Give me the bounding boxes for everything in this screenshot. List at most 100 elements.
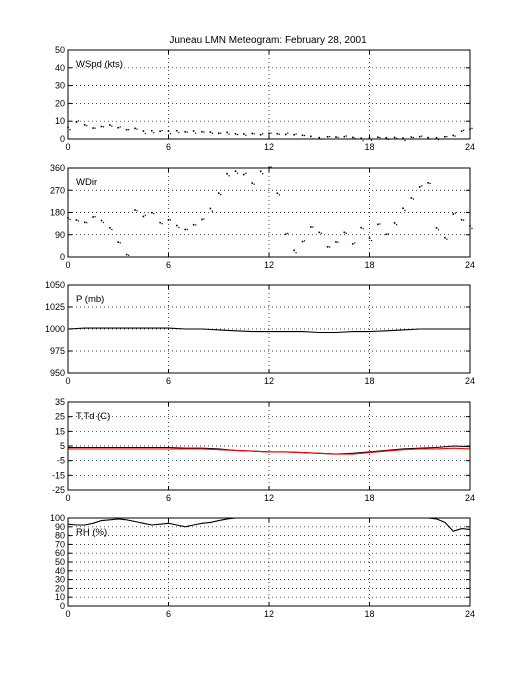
data-point — [343, 231, 346, 234]
data-point-jitter — [278, 194, 280, 196]
x-tick-label: 12 — [264, 493, 274, 503]
data-point-jitter — [136, 128, 138, 130]
data-point — [452, 213, 455, 215]
data-point-jitter — [446, 135, 448, 138]
y-tick-label: 0 — [60, 252, 65, 262]
data-point — [251, 132, 254, 135]
data-point — [184, 130, 187, 133]
data-point-jitter — [119, 242, 121, 244]
data-point-jitter — [404, 209, 406, 211]
data-point-jitter — [287, 232, 289, 234]
data-point — [234, 170, 237, 172]
data-point — [117, 241, 120, 243]
figure-title: Juneau LMN Meteogram: February 28, 2001 — [169, 35, 367, 46]
data-point — [184, 228, 187, 231]
y-tick-label: 20 — [55, 583, 65, 593]
data-point-jitter — [362, 140, 364, 142]
data-point — [192, 223, 195, 226]
panel-label: P (mb) — [76, 294, 104, 305]
data-point-jitter — [169, 219, 172, 221]
data-point — [150, 211, 153, 214]
data-point-jitter — [161, 223, 163, 225]
panel-3: 0 6 12 18 24 -25 -15 -5 5 15 25 35 T,Td (C) — [52, 397, 475, 503]
data-point-jitter — [379, 137, 381, 139]
panel-label: T,Td (C) — [76, 411, 110, 422]
data-point-jitter — [354, 242, 356, 244]
data-point-jitter — [144, 132, 146, 135]
data-point-jitter — [370, 139, 373, 141]
y-tick-label: 975 — [50, 346, 65, 356]
data-point-jitter — [144, 214, 146, 216]
y-tick-label: 950 — [50, 368, 65, 378]
data-point-jitter — [262, 173, 264, 175]
y-tick-label: 10 — [55, 592, 65, 602]
data-point-jitter — [262, 133, 264, 135]
y-tick-label: 0 — [60, 134, 65, 144]
data-point-jitter — [278, 133, 280, 135]
y-tick-label: 50 — [55, 557, 65, 567]
data-point-jitter — [195, 224, 197, 226]
data-point-jitter — [312, 226, 314, 228]
data-point-jitter — [396, 137, 398, 139]
data-point-jitter — [186, 131, 188, 133]
data-point — [335, 136, 337, 138]
x-tick-label: 0 — [65, 142, 70, 152]
data-point — [318, 136, 321, 139]
data-point-jitter — [253, 133, 255, 135]
data-point-jitter — [228, 133, 230, 135]
data-point — [326, 135, 329, 138]
y-tick-label: 15 — [55, 426, 65, 436]
data-point-jitter — [463, 219, 465, 221]
data-point — [360, 226, 362, 229]
data-point — [293, 133, 295, 136]
data-point — [368, 237, 371, 239]
x-tick-label: 0 — [65, 493, 70, 503]
data-point — [142, 215, 145, 218]
data-point-jitter — [354, 137, 356, 139]
data-point — [100, 125, 103, 128]
data-point-jitter — [86, 125, 88, 127]
panel-0: 0 6 12 18 24 0 10 20 30 40 50 WSpd (kts) — [55, 45, 475, 152]
data-point-jitter — [421, 185, 423, 187]
data-point — [427, 182, 429, 184]
data-point — [293, 249, 295, 252]
data-point-jitter — [320, 232, 322, 234]
data-point-jitter — [345, 232, 347, 234]
x-tick-label: 18 — [364, 260, 374, 270]
y-tick-label: 180 — [50, 208, 65, 218]
data-point-jitter — [387, 233, 389, 235]
data-point — [75, 219, 78, 221]
y-tick-label: -15 — [52, 470, 65, 480]
data-point — [284, 233, 287, 235]
data-point-jitter — [178, 226, 180, 229]
data-point — [276, 132, 279, 135]
data-point — [176, 129, 178, 132]
data-point-jitter — [463, 129, 465, 131]
data-point — [343, 135, 346, 138]
data-point-jitter — [94, 216, 96, 218]
data-point — [209, 131, 212, 133]
panel-label: WSpd (kts) — [76, 59, 123, 70]
data-point — [377, 136, 379, 138]
data-point — [134, 209, 136, 211]
data-point — [335, 241, 337, 243]
data-point-jitter — [94, 127, 96, 129]
y-tick-label: 360 — [50, 163, 65, 173]
data-point-jitter — [220, 193, 222, 196]
y-tick-label: 30 — [55, 575, 65, 585]
x-tick-label: 0 — [65, 260, 70, 270]
data-point-jitter — [153, 213, 155, 215]
y-tick-label: 90 — [55, 230, 65, 240]
data-point-jitter — [245, 134, 247, 136]
y-tick-label: 5 — [60, 441, 65, 451]
y-tick-label: 100 — [50, 513, 65, 523]
series-line-0 — [67, 327, 470, 334]
data-point — [310, 135, 312, 138]
data-point-jitter — [270, 166, 272, 168]
data-point-jitter — [111, 228, 113, 231]
panel-2: 0 6 12 18 24 950 975 1000 1025 1050 P (mb) — [45, 280, 475, 386]
data-point — [226, 131, 228, 134]
data-point — [301, 240, 304, 243]
